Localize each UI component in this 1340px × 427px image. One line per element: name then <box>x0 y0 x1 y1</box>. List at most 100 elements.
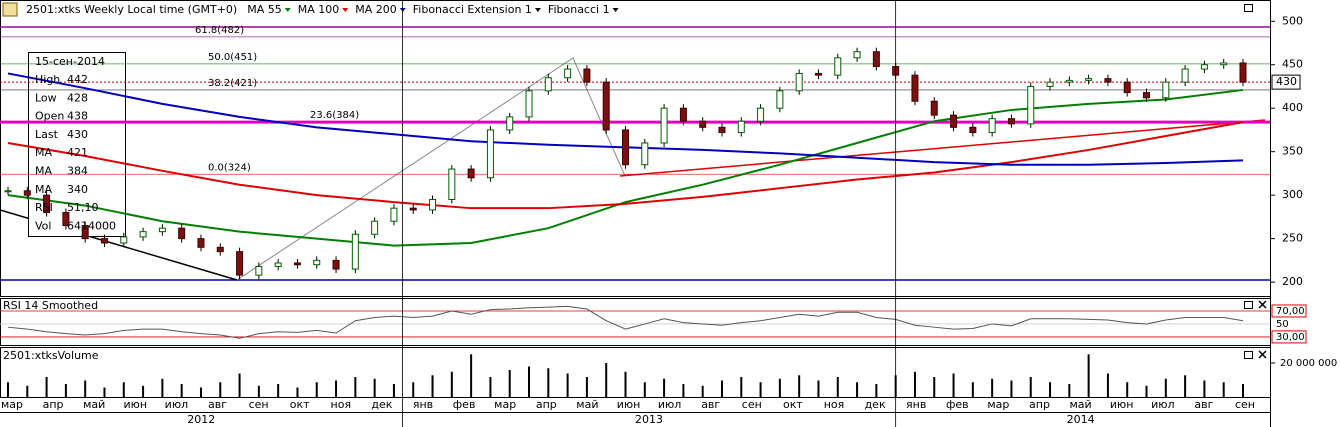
info-name: Vol <box>35 219 51 232</box>
info-date: 15-сен-2014 <box>35 55 105 68</box>
candle <box>814 72 822 76</box>
info-name: RSI <box>35 201 53 214</box>
y-tick-label: 300 <box>1282 188 1303 201</box>
maximize-button[interactable] <box>1244 351 1253 359</box>
volume-bar <box>1242 384 1244 398</box>
volume-bar <box>740 377 743 398</box>
volume-bar <box>1087 354 1090 398</box>
dropdown-caret <box>284 8 291 12</box>
volume-bar <box>1203 380 1206 398</box>
volume-bar <box>508 370 511 398</box>
trend-line <box>619 119 1266 177</box>
volume-bar <box>470 354 473 398</box>
month-label: янв <box>413 398 433 411</box>
month-label: сен <box>742 398 762 411</box>
symbol-icon <box>2 2 18 17</box>
info-name: Last <box>35 128 59 141</box>
maximize-button[interactable] <box>1244 301 1253 309</box>
candle <box>641 142 649 166</box>
candle <box>100 238 108 244</box>
month-label: июл <box>165 398 188 411</box>
volume-bar <box>701 385 704 398</box>
volume-bar <box>199 387 202 398</box>
volume-bar <box>856 382 859 398</box>
year-label: 2012 <box>187 413 215 426</box>
volume-bar <box>354 377 357 398</box>
candle <box>757 107 765 122</box>
candle <box>1027 85 1035 125</box>
month-label: фев <box>453 398 476 411</box>
month-label: дек <box>371 398 392 411</box>
candle <box>718 126 726 134</box>
month-label: фев <box>946 398 969 411</box>
month-label: май <box>1069 398 1091 411</box>
candle <box>737 120 745 134</box>
y-tick-label: 200 <box>1282 275 1303 288</box>
header-symbol: 2501:xtks Weekly Local time (GMT+0) <box>26 3 237 16</box>
volume-bar <box>1145 385 1148 398</box>
volume-bar <box>64 384 67 398</box>
moving-average <box>7 121 1244 210</box>
volume-bar <box>759 382 762 398</box>
dropdown-caret <box>612 8 619 12</box>
info-value: 421 <box>67 146 88 159</box>
candle <box>834 57 842 76</box>
volume-bar <box>373 378 376 398</box>
candle <box>43 194 51 214</box>
indicator-label: MA 200 <box>355 3 397 16</box>
candle <box>776 90 784 109</box>
volume-bar <box>1164 378 1167 398</box>
info-value: 442 <box>67 73 88 86</box>
volume-bar <box>219 382 222 398</box>
volume-bar <box>180 384 183 398</box>
y-tick-label: 400 <box>1282 101 1303 114</box>
volume-bar <box>450 371 453 398</box>
candle <box>525 90 533 118</box>
volume-bar <box>412 382 415 398</box>
candle <box>409 207 417 211</box>
close-button[interactable] <box>1258 350 1267 359</box>
maximize-button[interactable] <box>1244 4 1253 12</box>
volume-title: 2501:xtksVolume <box>3 349 99 362</box>
last-price-label: 430 <box>1276 75 1297 88</box>
volume-bar <box>257 385 260 398</box>
month-label: янв <box>906 398 926 411</box>
volume-bar <box>682 384 685 398</box>
volume-tick-label: 20 000 000 <box>1280 358 1337 369</box>
candle <box>988 118 996 134</box>
info-value: 428 <box>67 91 88 104</box>
window-controls <box>1244 4 1267 359</box>
volume-bar <box>161 378 164 398</box>
volume-bar <box>643 382 646 398</box>
volume-bar <box>315 382 318 398</box>
rsi-tag <box>1271 304 1307 318</box>
close-button[interactable] <box>1258 300 1267 309</box>
candle <box>950 114 958 128</box>
volume-bar <box>238 373 241 398</box>
candle <box>1065 79 1073 83</box>
month-label: май <box>576 398 598 411</box>
volume-bar <box>875 384 878 398</box>
candle <box>158 227 166 233</box>
candle <box>216 246 224 253</box>
indicator-label: Fibonacci 1 <box>548 3 610 16</box>
month-label: окт <box>783 398 803 411</box>
fib-label: 38.2(421) <box>208 78 257 89</box>
volume-bar <box>663 378 666 398</box>
month-label: авг <box>701 398 720 411</box>
year-label: 2013 <box>635 413 663 426</box>
month-label: дек <box>865 398 886 411</box>
volume-bar <box>1010 380 1013 398</box>
volume-bar <box>392 384 395 398</box>
fib-extension-line <box>236 57 626 281</box>
volume-bar <box>817 380 820 398</box>
month-label: ноя <box>824 398 845 411</box>
candle <box>274 262 282 267</box>
month-label: авг <box>208 398 227 411</box>
volume-bar <box>45 377 48 398</box>
y-tick-label: 500 <box>1282 14 1303 27</box>
fib-label: 0.0(324) <box>208 162 251 173</box>
rsi-title: RSI 14 Smoothed <box>3 299 98 312</box>
candle <box>4 190 12 193</box>
